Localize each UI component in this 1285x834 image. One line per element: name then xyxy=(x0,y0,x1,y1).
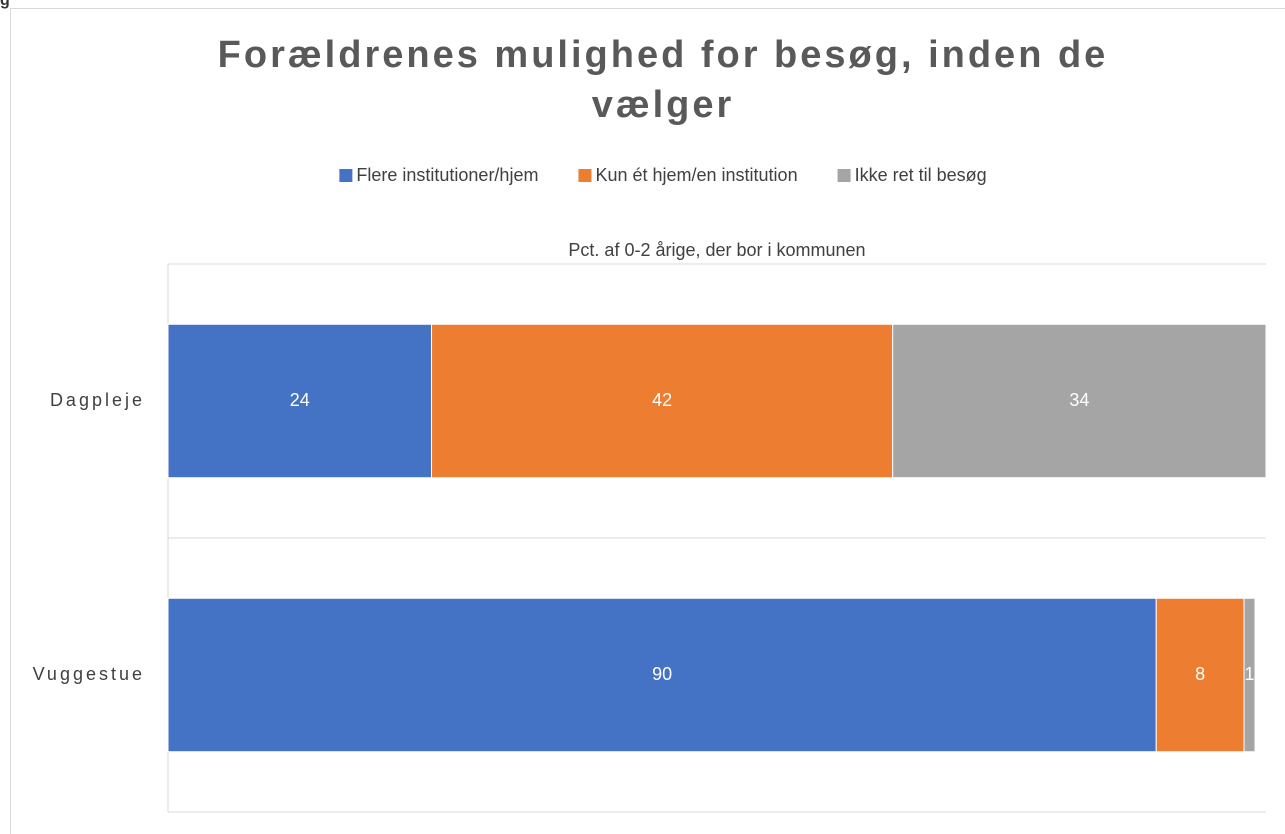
bar-segment xyxy=(1243,597,1256,753)
legend-label: Kun ét hjem/en institution xyxy=(595,165,797,185)
bar-segment xyxy=(1155,597,1245,753)
legend-item: Ikke ret til besøg xyxy=(837,165,987,185)
data-label: 34 xyxy=(1069,390,1089,410)
bar-segment xyxy=(167,597,1157,753)
legend-label: Ikke ret til besøg xyxy=(855,165,987,185)
legend-item: Flere institutioner/hjem xyxy=(339,165,538,185)
bar-segment xyxy=(431,323,894,479)
chart-frame xyxy=(10,8,1285,834)
legend-swatch xyxy=(578,169,592,182)
bar-segment xyxy=(892,323,1267,479)
bar-segment xyxy=(167,323,433,479)
y-tick-label: Dagpleje xyxy=(50,390,145,410)
data-label: 90 xyxy=(652,664,672,684)
y-tick-label: Vuggestue xyxy=(33,664,145,684)
cropped-text: g xyxy=(0,0,10,9)
data-label: 42 xyxy=(652,390,672,410)
legend-label: Flere institutioner/hjem xyxy=(356,165,538,185)
data-label: 8 xyxy=(1195,664,1205,684)
data-label: 24 xyxy=(290,390,310,410)
chart-title: Forældrenes mulighed for besøg, inden de… xyxy=(217,34,1109,126)
data-label: 1 xyxy=(1245,664,1255,684)
legend-swatch xyxy=(339,169,353,182)
chart-subtitle: Pct. af 0-2 årige, der bor i kommunen xyxy=(568,240,865,260)
legend-item: Kun ét hjem/en institution xyxy=(578,165,798,185)
legend-swatch xyxy=(837,169,851,182)
